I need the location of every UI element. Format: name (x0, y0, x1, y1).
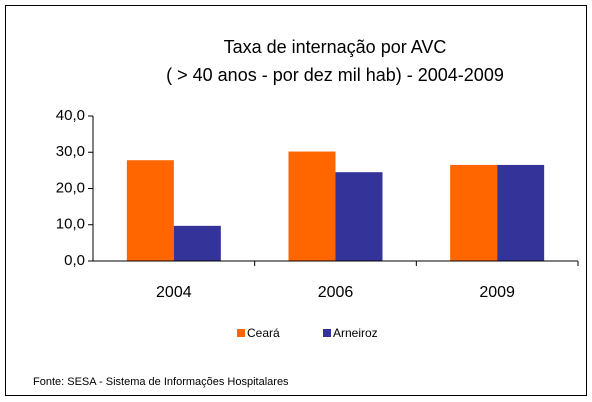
x-tick-label: 2009 (479, 284, 515, 301)
bar (288, 151, 336, 261)
legend-label: Ceará (247, 326, 280, 340)
bar (497, 164, 545, 261)
x-tick-label: 2006 (318, 284, 354, 301)
x-tick-label: 2004 (156, 284, 192, 301)
y-tick-label: 0,0 (64, 252, 85, 269)
source-note: Fonte: SESA - Sistema de Informações Hos… (33, 376, 289, 388)
y-tick-label: 40,0 (56, 107, 85, 124)
legend-swatch (323, 329, 331, 337)
bar (450, 164, 498, 261)
bar (335, 172, 383, 261)
chart-subtitle: ( > 40 anos - por dez mil hab) - 2004-20… (166, 65, 504, 85)
y-tick-label: 30,0 (56, 143, 85, 160)
y-tick-label: 20,0 (56, 179, 85, 196)
bar (173, 225, 221, 261)
legend-label: Arneiroz (333, 326, 378, 340)
y-tick-label: 10,0 (56, 216, 85, 233)
chart-title: Taxa de internação por AVC (224, 37, 447, 57)
bar (126, 160, 174, 261)
legend-swatch (237, 329, 245, 337)
